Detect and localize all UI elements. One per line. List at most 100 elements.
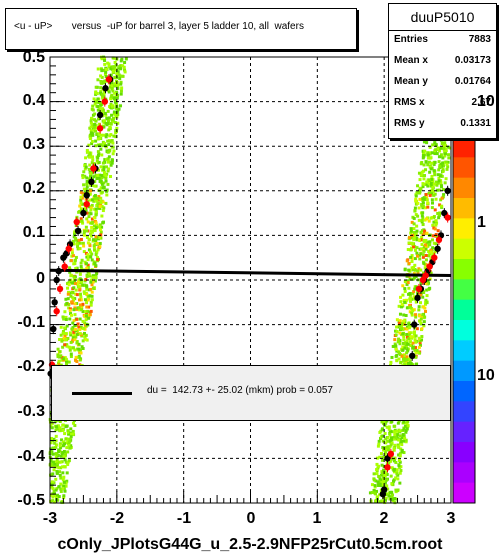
density-cell xyxy=(426,163,430,167)
density-cell xyxy=(412,308,416,312)
data-point xyxy=(74,227,82,235)
density-cell xyxy=(72,275,76,279)
density-cell xyxy=(121,64,125,68)
density-cell xyxy=(75,339,79,343)
density-cell xyxy=(107,116,111,120)
density-cell xyxy=(426,184,430,188)
density-cell xyxy=(96,153,100,157)
density-cell xyxy=(103,111,107,115)
density-cell xyxy=(111,152,115,156)
density-cell xyxy=(58,442,62,446)
density-cell xyxy=(54,420,58,424)
density-cell xyxy=(110,161,114,165)
density-cell xyxy=(441,161,445,165)
density-cell xyxy=(94,264,98,268)
density-cell xyxy=(104,144,108,148)
density-cell xyxy=(423,243,427,247)
density-cell xyxy=(419,268,423,272)
density-cell xyxy=(69,274,73,278)
density-cell xyxy=(404,440,408,444)
density-cell xyxy=(113,82,117,86)
density-cell xyxy=(411,341,415,345)
density-cell xyxy=(425,294,429,298)
density-cell xyxy=(393,424,397,428)
density-cell xyxy=(443,152,447,156)
density-cell xyxy=(410,259,414,263)
density-cell xyxy=(375,462,379,466)
data-point xyxy=(83,200,90,208)
density-cell xyxy=(88,274,92,278)
density-cell xyxy=(418,339,422,343)
data-point xyxy=(435,236,443,244)
density-cell xyxy=(104,179,108,183)
density-cell xyxy=(435,152,439,156)
density-cell xyxy=(397,357,401,361)
density-cell xyxy=(381,481,385,485)
density-cell xyxy=(414,315,418,319)
density-cell xyxy=(424,298,428,302)
density-cell xyxy=(96,156,100,160)
density-cell xyxy=(414,213,418,217)
density-cell xyxy=(438,188,442,192)
density-cell xyxy=(102,119,106,123)
density-cell xyxy=(102,206,106,210)
density-cell xyxy=(64,317,68,321)
density-cell xyxy=(50,485,54,489)
density-cell xyxy=(97,235,101,239)
density-cell xyxy=(408,299,412,303)
data-point xyxy=(434,245,441,252)
density-cell xyxy=(436,147,440,151)
density-cell xyxy=(422,163,426,167)
density-cell xyxy=(106,109,110,113)
density-cell xyxy=(99,179,103,183)
chart-title: <u - uP> versus -uP for barrel 3, layer … xyxy=(14,21,304,32)
density-cell xyxy=(102,133,106,137)
density-cell xyxy=(388,433,392,437)
density-cell xyxy=(49,499,53,503)
density-cell xyxy=(423,229,427,233)
fit-line xyxy=(49,268,452,278)
density-cell xyxy=(90,171,94,175)
density-cell xyxy=(62,455,66,459)
density-cell xyxy=(118,77,122,81)
density-cell xyxy=(65,343,69,347)
density-cell xyxy=(73,423,77,427)
density-cell xyxy=(415,229,419,233)
density-cell xyxy=(81,283,85,287)
density-cell xyxy=(89,221,93,225)
density-cell xyxy=(73,259,77,263)
density-cell xyxy=(399,360,403,364)
density-cell xyxy=(427,182,431,186)
footer-filename: cOnly_JPlotsG44G_u_2.5-2.9NFP25rCut0.5cm… xyxy=(57,536,443,553)
density-cell xyxy=(62,357,66,361)
density-cell xyxy=(414,199,418,203)
density-cell xyxy=(89,198,93,202)
density-cell xyxy=(412,238,416,242)
density-cell xyxy=(384,498,388,502)
density-cell xyxy=(424,182,428,186)
density-cell xyxy=(111,145,115,149)
density-cell xyxy=(421,313,425,317)
density-cell xyxy=(402,313,406,317)
density-cell xyxy=(423,266,427,270)
density-cell xyxy=(122,65,126,69)
density-cell xyxy=(390,441,394,445)
density-cell xyxy=(377,474,381,478)
density-cell xyxy=(396,443,400,447)
density-cell xyxy=(58,338,62,342)
density-cell xyxy=(49,462,53,466)
density-cell xyxy=(108,125,112,129)
density-cell xyxy=(381,439,385,443)
density-cell xyxy=(114,129,118,133)
density-cell xyxy=(98,223,102,227)
density-cell xyxy=(368,491,372,495)
density-cell xyxy=(393,456,397,460)
density-cell xyxy=(409,248,413,252)
density-cell xyxy=(109,122,113,126)
density-cell xyxy=(393,497,397,501)
density-cell xyxy=(404,313,408,317)
density-cell xyxy=(93,194,97,198)
density-cell xyxy=(64,297,68,301)
density-cell xyxy=(381,455,385,459)
density-cell xyxy=(102,168,106,172)
